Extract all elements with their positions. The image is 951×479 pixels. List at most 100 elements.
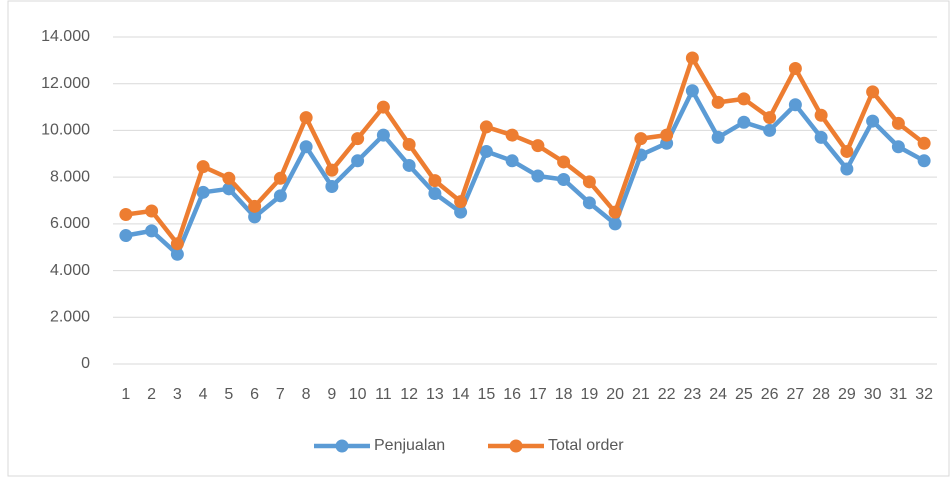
data-point [917,154,931,168]
data-point [119,229,133,243]
data-point [788,62,802,76]
data-point [170,247,184,261]
data-point [248,210,262,224]
data-point [788,98,802,112]
x-tick-label: 4 [199,386,208,403]
data-point [273,171,287,185]
data-point [763,111,777,125]
data-point [531,169,545,183]
data-point [557,155,571,169]
x-tick-label: 12 [400,386,418,403]
legend-marker [509,439,523,453]
data-point [402,158,416,172]
y-tick-label: 10.000 [41,122,90,139]
data-point [634,132,648,146]
data-point [891,116,905,130]
x-tick-label: 17 [529,386,547,403]
x-tick-label: 9 [327,386,336,403]
data-point [273,189,287,203]
x-tick-label: 16 [503,386,521,403]
data-point [222,182,236,196]
x-tick-label: 15 [477,386,495,403]
data-point [660,128,674,142]
data-point [814,108,828,122]
x-tick-label: 14 [452,386,470,403]
data-point [170,237,184,251]
x-tick-label: 22 [658,386,676,403]
data-point [531,139,545,153]
x-tick-label: 6 [250,386,259,403]
data-point [891,140,905,154]
data-point [351,154,365,168]
data-point [814,130,828,144]
x-tick-label: 2 [147,386,156,403]
y-tick-label: 14.000 [41,28,90,45]
data-point [325,163,339,177]
data-point [145,224,159,238]
data-point [325,179,339,193]
y-tick-label: 2.000 [50,309,90,326]
data-point [351,132,365,146]
chart-border [7,0,950,477]
data-point [608,217,622,231]
data-point [248,199,262,213]
legend-label: Penjualan [374,437,445,454]
data-point [479,144,493,158]
x-tick-label: 27 [786,386,804,403]
x-tick-label: 13 [426,386,444,403]
x-tick-label: 11 [375,386,392,403]
data-point [737,115,751,129]
data-point [840,162,854,176]
data-point [608,205,622,219]
x-tick-label: 20 [606,386,624,403]
data-point [711,95,725,109]
data-point [119,208,133,222]
data-point [505,128,519,142]
x-tick-label: 30 [864,386,882,403]
x-tick-label: 26 [761,386,779,403]
x-tick-label: 31 [889,386,907,403]
data-point [196,160,210,174]
data-point [737,92,751,106]
legend-label: Total order [548,437,624,454]
y-tick-label: 12.000 [41,75,90,92]
data-point [582,175,596,189]
data-point [196,185,210,199]
y-tick-label: 0 [81,355,90,372]
x-tick-label: 29 [838,386,856,403]
data-point [222,171,236,185]
data-point [866,85,880,99]
data-point [428,186,442,200]
data-point [299,111,313,125]
data-point [479,120,493,134]
x-tick-label: 28 [812,386,830,403]
data-point [917,136,931,150]
x-tick-label: 10 [349,386,367,403]
data-point [376,100,390,114]
data-point [505,154,519,168]
data-point [376,128,390,142]
x-tick-label: 18 [555,386,573,403]
x-tick-label: 3 [173,386,182,403]
x-tick-label: 32 [915,386,933,403]
data-point [428,174,442,188]
data-point [402,137,416,151]
x-tick-label: 19 [580,386,598,403]
data-point [685,51,699,65]
data-point [840,144,854,158]
data-point [866,114,880,128]
x-tick-label: 1 [121,386,130,403]
data-point [299,140,313,154]
x-tick-label: 7 [276,386,285,403]
data-point [454,195,468,209]
data-point [557,172,571,186]
data-point [685,84,699,98]
y-tick-label: 8.000 [50,168,90,185]
x-tick-label: 8 [302,386,311,403]
x-tick-label: 23 [683,386,701,403]
x-tick-label: 25 [735,386,753,403]
data-point [454,205,468,219]
y-tick-label: 6.000 [50,215,90,232]
x-tick-label: 5 [224,386,233,403]
